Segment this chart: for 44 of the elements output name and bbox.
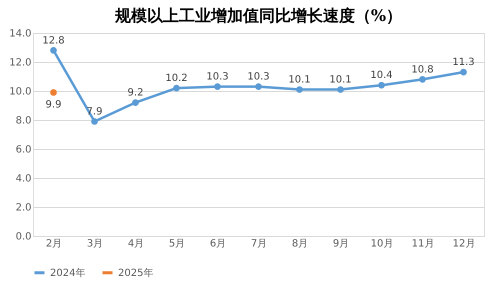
y-tick-label: 0.0 <box>16 232 32 242</box>
x-tick-label: 6月 <box>210 238 226 250</box>
point <box>132 99 139 106</box>
data-label: 10.2 <box>165 73 188 84</box>
point <box>378 82 385 89</box>
y-tick-label: 8.0 <box>16 116 32 126</box>
point <box>419 76 426 83</box>
data-label: 10.4 <box>370 70 393 82</box>
chart-title: 规模以上工业增加值同比增长速度（%） <box>114 6 402 25</box>
y-tick-label: 4.0 <box>16 174 32 184</box>
y-tick-label: 10.0 <box>9 86 32 98</box>
x-tick-label: 7月 <box>250 238 268 250</box>
x-tick-label: 5月 <box>168 238 186 250</box>
point <box>296 86 303 93</box>
data-label: 10.1 <box>329 74 352 86</box>
point <box>214 83 221 90</box>
point <box>460 68 467 76</box>
x-tick-label: 3月 <box>86 238 104 250</box>
data-label: 10.3 <box>247 72 270 83</box>
y-tick-label: 2.0 <box>16 202 32 214</box>
x-tick-label: 2月 <box>46 238 62 250</box>
x-tick-label: 11月 <box>412 238 434 250</box>
legend-label: 2024年 <box>50 266 86 279</box>
data-label: 9.2 <box>128 88 144 99</box>
point <box>337 86 344 93</box>
y-tick-label: 12.0 <box>9 58 32 68</box>
data-label: 11.3 <box>452 57 475 68</box>
point <box>173 84 180 92</box>
x-tick-label: 12月 <box>452 238 476 250</box>
legend-label: 2025年 <box>118 266 154 279</box>
point <box>91 118 98 125</box>
x-tick-label: 4月 <box>128 238 144 250</box>
x-tick-label: 9月 <box>332 238 350 250</box>
data-label: 9.9 <box>46 99 62 110</box>
point <box>50 47 57 54</box>
y-tick-label: 14.0 <box>9 28 32 40</box>
data-label: 10.8 <box>411 64 434 76</box>
x-tick-label: 8月 <box>292 238 308 250</box>
data-label: 10.3 <box>206 72 229 83</box>
y-tick-label: 6.0 <box>16 144 32 156</box>
data-label: 10.1 <box>288 74 311 86</box>
point <box>255 83 262 90</box>
x-tick-label: 10月 <box>370 238 394 250</box>
data-label: 12.8 <box>42 35 65 46</box>
